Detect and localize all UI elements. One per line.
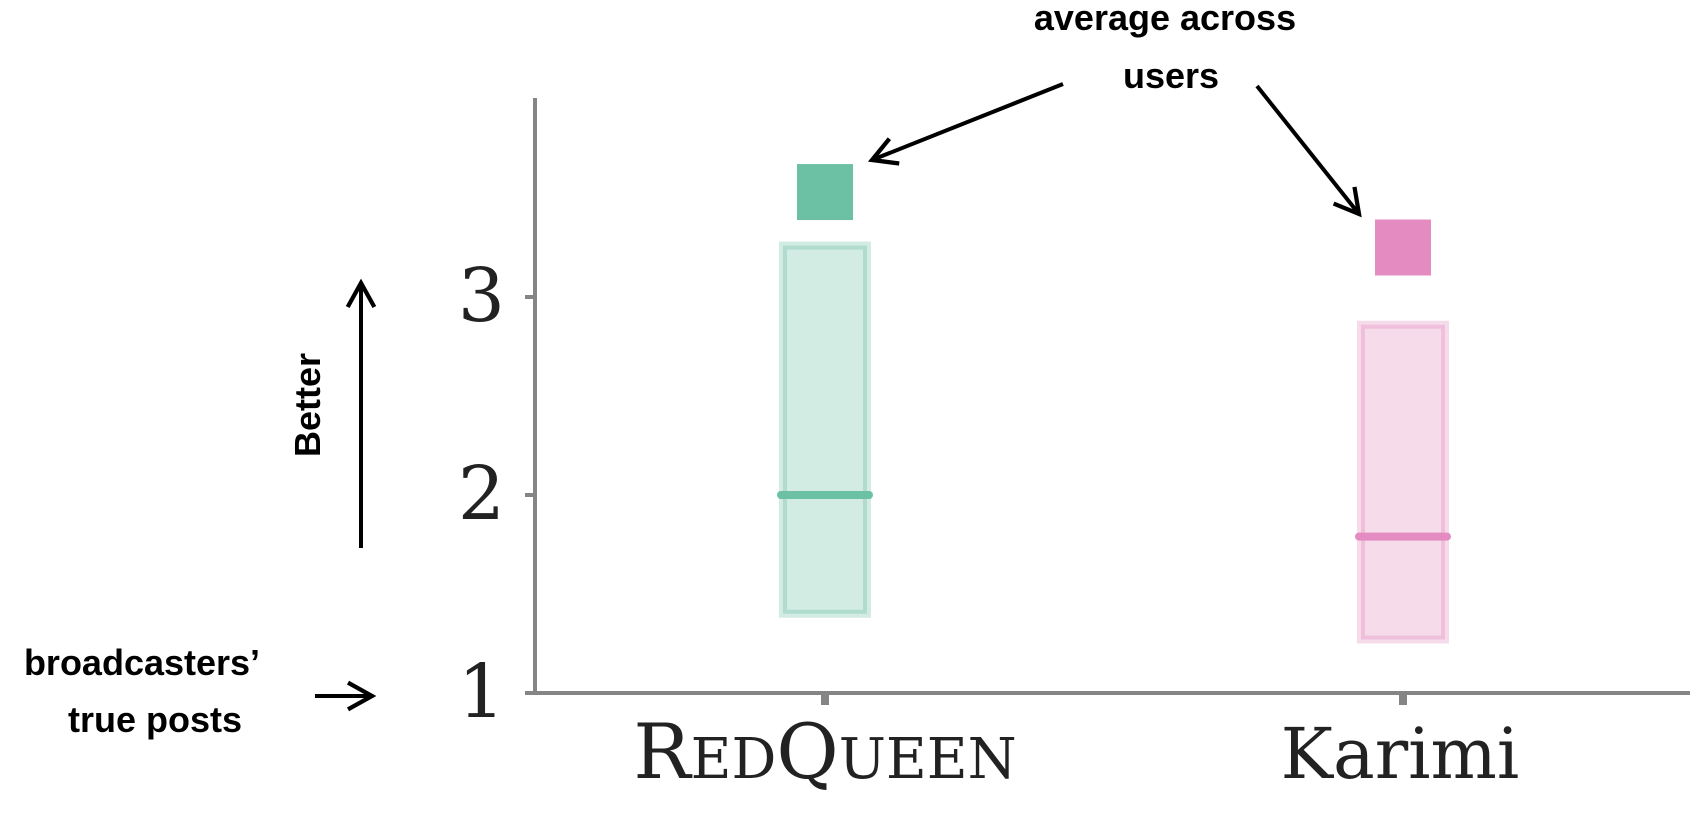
box-redqueen [779,241,871,618]
box-karimi [1357,320,1449,644]
box-inner-outline [783,245,867,614]
baseline-annotation-line1: broadcasters’ [24,642,260,683]
average-arrow-right [1255,84,1362,218]
category-label-redqueen: REDQUEEN [633,707,1016,796]
y-tick-label: 1 [458,649,505,735]
box-inner-outline [1361,324,1445,640]
y-tick-label: 3 [458,253,505,339]
category-label-karimi: Karimi [1281,713,1520,795]
y-ticks: 1 2 3 [458,253,535,735]
average-marker-redqueen [797,164,853,221]
average-arrow-left [867,82,1064,166]
baseline-annotation-line2: true posts [68,699,242,740]
better-label: Better [287,353,328,457]
average-marker-karimi [1375,219,1431,276]
boxes [777,164,1451,644]
y-tick-label: 2 [458,451,505,537]
average-annotation-line1: average across [1034,0,1296,38]
x-ticks [821,693,1407,705]
average-annotation-line2: users [1123,55,1219,96]
